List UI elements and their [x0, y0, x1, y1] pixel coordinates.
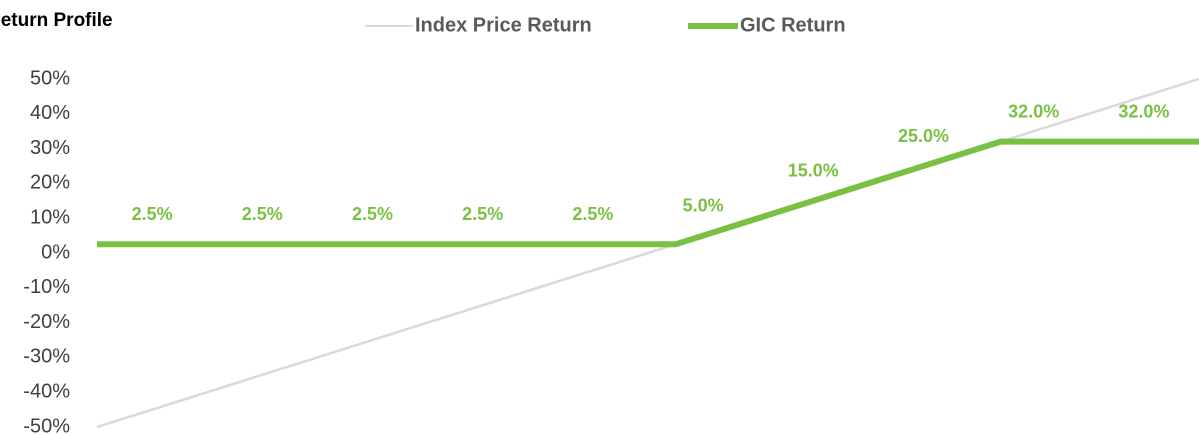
data-label: 2.5% [572, 204, 613, 224]
y-tick-label: -40% [23, 380, 70, 402]
data-label: 32.0% [1008, 101, 1059, 121]
y-tick-label: 40% [30, 102, 70, 124]
data-label: 15.0% [788, 161, 839, 181]
data-label: 2.5% [462, 204, 503, 224]
y-tick-label: 10% [30, 206, 70, 228]
data-label: 2.5% [242, 204, 283, 224]
series-line [97, 138, 1199, 248]
data-label: 32.0% [1118, 101, 1169, 121]
series-line [96, 77, 1199, 429]
y-tick-label: 0% [41, 241, 70, 263]
data-label: 25.0% [898, 126, 949, 146]
data-label: 5.0% [683, 195, 724, 215]
data-label: 2.5% [132, 204, 173, 224]
y-tick-label: -30% [23, 346, 70, 368]
y-tick-label: 50% [30, 67, 70, 89]
legend-label: Index Price Return [415, 14, 592, 36]
y-tick-label: 30% [30, 137, 70, 159]
y-tick-label: 20% [30, 172, 70, 194]
data-label: 2.5% [352, 204, 393, 224]
legend-label: GIC Return [740, 14, 846, 36]
y-tick-label: -50% [23, 415, 70, 435]
chart-title: Return Profile [0, 10, 113, 31]
y-tick-label: -20% [23, 311, 70, 333]
y-tick-label: -10% [23, 276, 70, 298]
